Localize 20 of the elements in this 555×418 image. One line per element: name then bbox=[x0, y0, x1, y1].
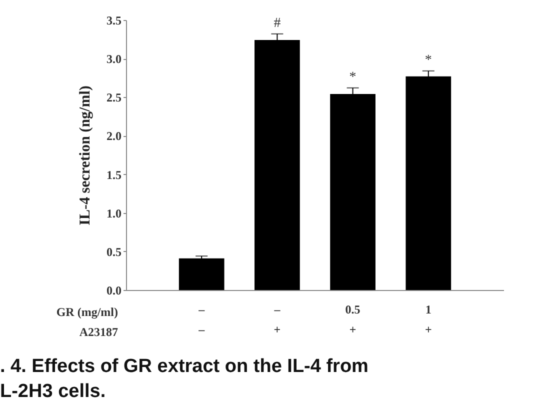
y-tick-label: 0.5 bbox=[106, 244, 122, 259]
y-tick-label: 3.0 bbox=[106, 52, 122, 66]
y-tick-label: 1.0 bbox=[106, 206, 122, 220]
annotation: * bbox=[349, 70, 356, 85]
y-axis-title: IL-4 secretion (ng/ml) bbox=[78, 86, 94, 226]
annotation: # bbox=[274, 16, 281, 31]
y-tick-label: 1.5 bbox=[106, 168, 122, 182]
y-tick-label: 2.0 bbox=[106, 129, 122, 144]
x-tick-label: 0.5 + bbox=[345, 302, 360, 336]
x-tick-label: 1 + bbox=[424, 302, 432, 336]
annotation: * bbox=[424, 52, 432, 68]
x-tick-label: – – bbox=[198, 302, 206, 336]
text: L-2H3 cells. bbox=[0, 381, 106, 402]
x-tick-label: – + bbox=[273, 302, 282, 336]
text: . 4. Effects of GR extract on the IL-4 from bbox=[0, 356, 368, 377]
y-tick-label: 2.5 bbox=[106, 90, 122, 105]
y-tick-label: 0.0 bbox=[106, 284, 122, 298]
text: A23187 bbox=[79, 325, 118, 339]
text: GR (mg/ml) bbox=[56, 305, 118, 319]
y-tick-label: 3.5 bbox=[106, 14, 122, 28]
